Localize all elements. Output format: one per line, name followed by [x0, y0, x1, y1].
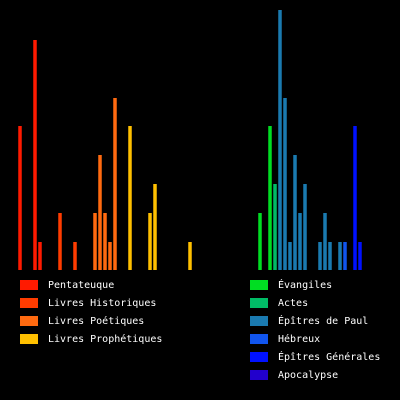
legend-swatch — [250, 280, 268, 290]
legend-item: Hébreux — [250, 330, 380, 348]
bar — [283, 98, 287, 270]
bar — [258, 213, 262, 270]
legend-item: Livres Poétiques — [20, 312, 162, 330]
bar — [108, 242, 112, 270]
bar — [298, 213, 302, 270]
legend-swatch — [250, 298, 268, 308]
bar — [73, 242, 77, 270]
legend-swatch — [20, 316, 38, 326]
bar — [98, 155, 102, 270]
legend-label: Hébreux — [278, 333, 321, 345]
bar — [38, 242, 42, 270]
bar — [293, 155, 297, 270]
legend-new-testament: Évangiles Actes Épîtres de Paul Hébreux … — [250, 276, 380, 384]
bar — [153, 184, 157, 270]
legend-swatch — [20, 298, 38, 308]
bar — [288, 242, 292, 270]
legend-swatch — [250, 316, 268, 326]
bar — [188, 242, 192, 270]
legend-swatch — [250, 370, 268, 380]
legend-label: Épîtres Générales — [278, 351, 381, 363]
legend-item: Pentateuque — [20, 276, 162, 294]
legend-item: Épîtres Générales — [250, 348, 380, 366]
bar — [328, 242, 332, 270]
bar — [303, 184, 307, 270]
legend-item: Livres Prophétiques — [20, 330, 162, 348]
bar — [33, 40, 37, 270]
bar — [323, 213, 327, 270]
bar — [148, 213, 152, 270]
bar — [338, 242, 342, 270]
legend-item: Épîtres de Paul — [250, 312, 380, 330]
legend-label: Pentateuque — [48, 279, 115, 291]
legend-label: Apocalypse — [278, 369, 339, 381]
bar — [343, 242, 347, 270]
bar — [358, 242, 362, 270]
bar — [273, 184, 277, 270]
legend-label: Actes — [278, 297, 309, 309]
bar — [318, 242, 322, 270]
legend-item: Évangiles — [250, 276, 380, 294]
legend-label: Livres Prophétiques — [48, 333, 163, 345]
bar — [18, 126, 22, 270]
legend-item: Actes — [250, 294, 380, 312]
legend-label: Épîtres de Paul — [278, 315, 369, 327]
legend-label: Livres Poétiques — [48, 315, 145, 327]
legend-swatch — [20, 280, 38, 290]
bar — [353, 126, 357, 270]
bar — [58, 213, 62, 270]
bar — [278, 10, 282, 270]
bar — [93, 213, 97, 270]
legend-swatch — [250, 352, 268, 362]
legend-label: Livres Historiques — [48, 297, 157, 309]
bar — [128, 126, 132, 270]
legend-old-testament: Pentateuque Livres Historiques Livres Po… — [20, 276, 162, 348]
legend-label: Évangiles — [278, 279, 333, 291]
bar — [268, 126, 272, 270]
legend-item: Apocalypse — [250, 366, 380, 384]
legend-item: Livres Historiques — [20, 294, 162, 312]
bar — [113, 98, 117, 270]
bar — [103, 213, 107, 270]
legend-swatch — [20, 334, 38, 344]
legend-swatch — [250, 334, 268, 344]
